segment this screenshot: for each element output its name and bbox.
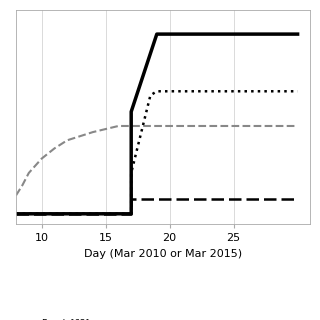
X-axis label: Day (Mar 2010 or Mar 2015): Day (Mar 2010 or Mar 2015) — [84, 249, 242, 259]
